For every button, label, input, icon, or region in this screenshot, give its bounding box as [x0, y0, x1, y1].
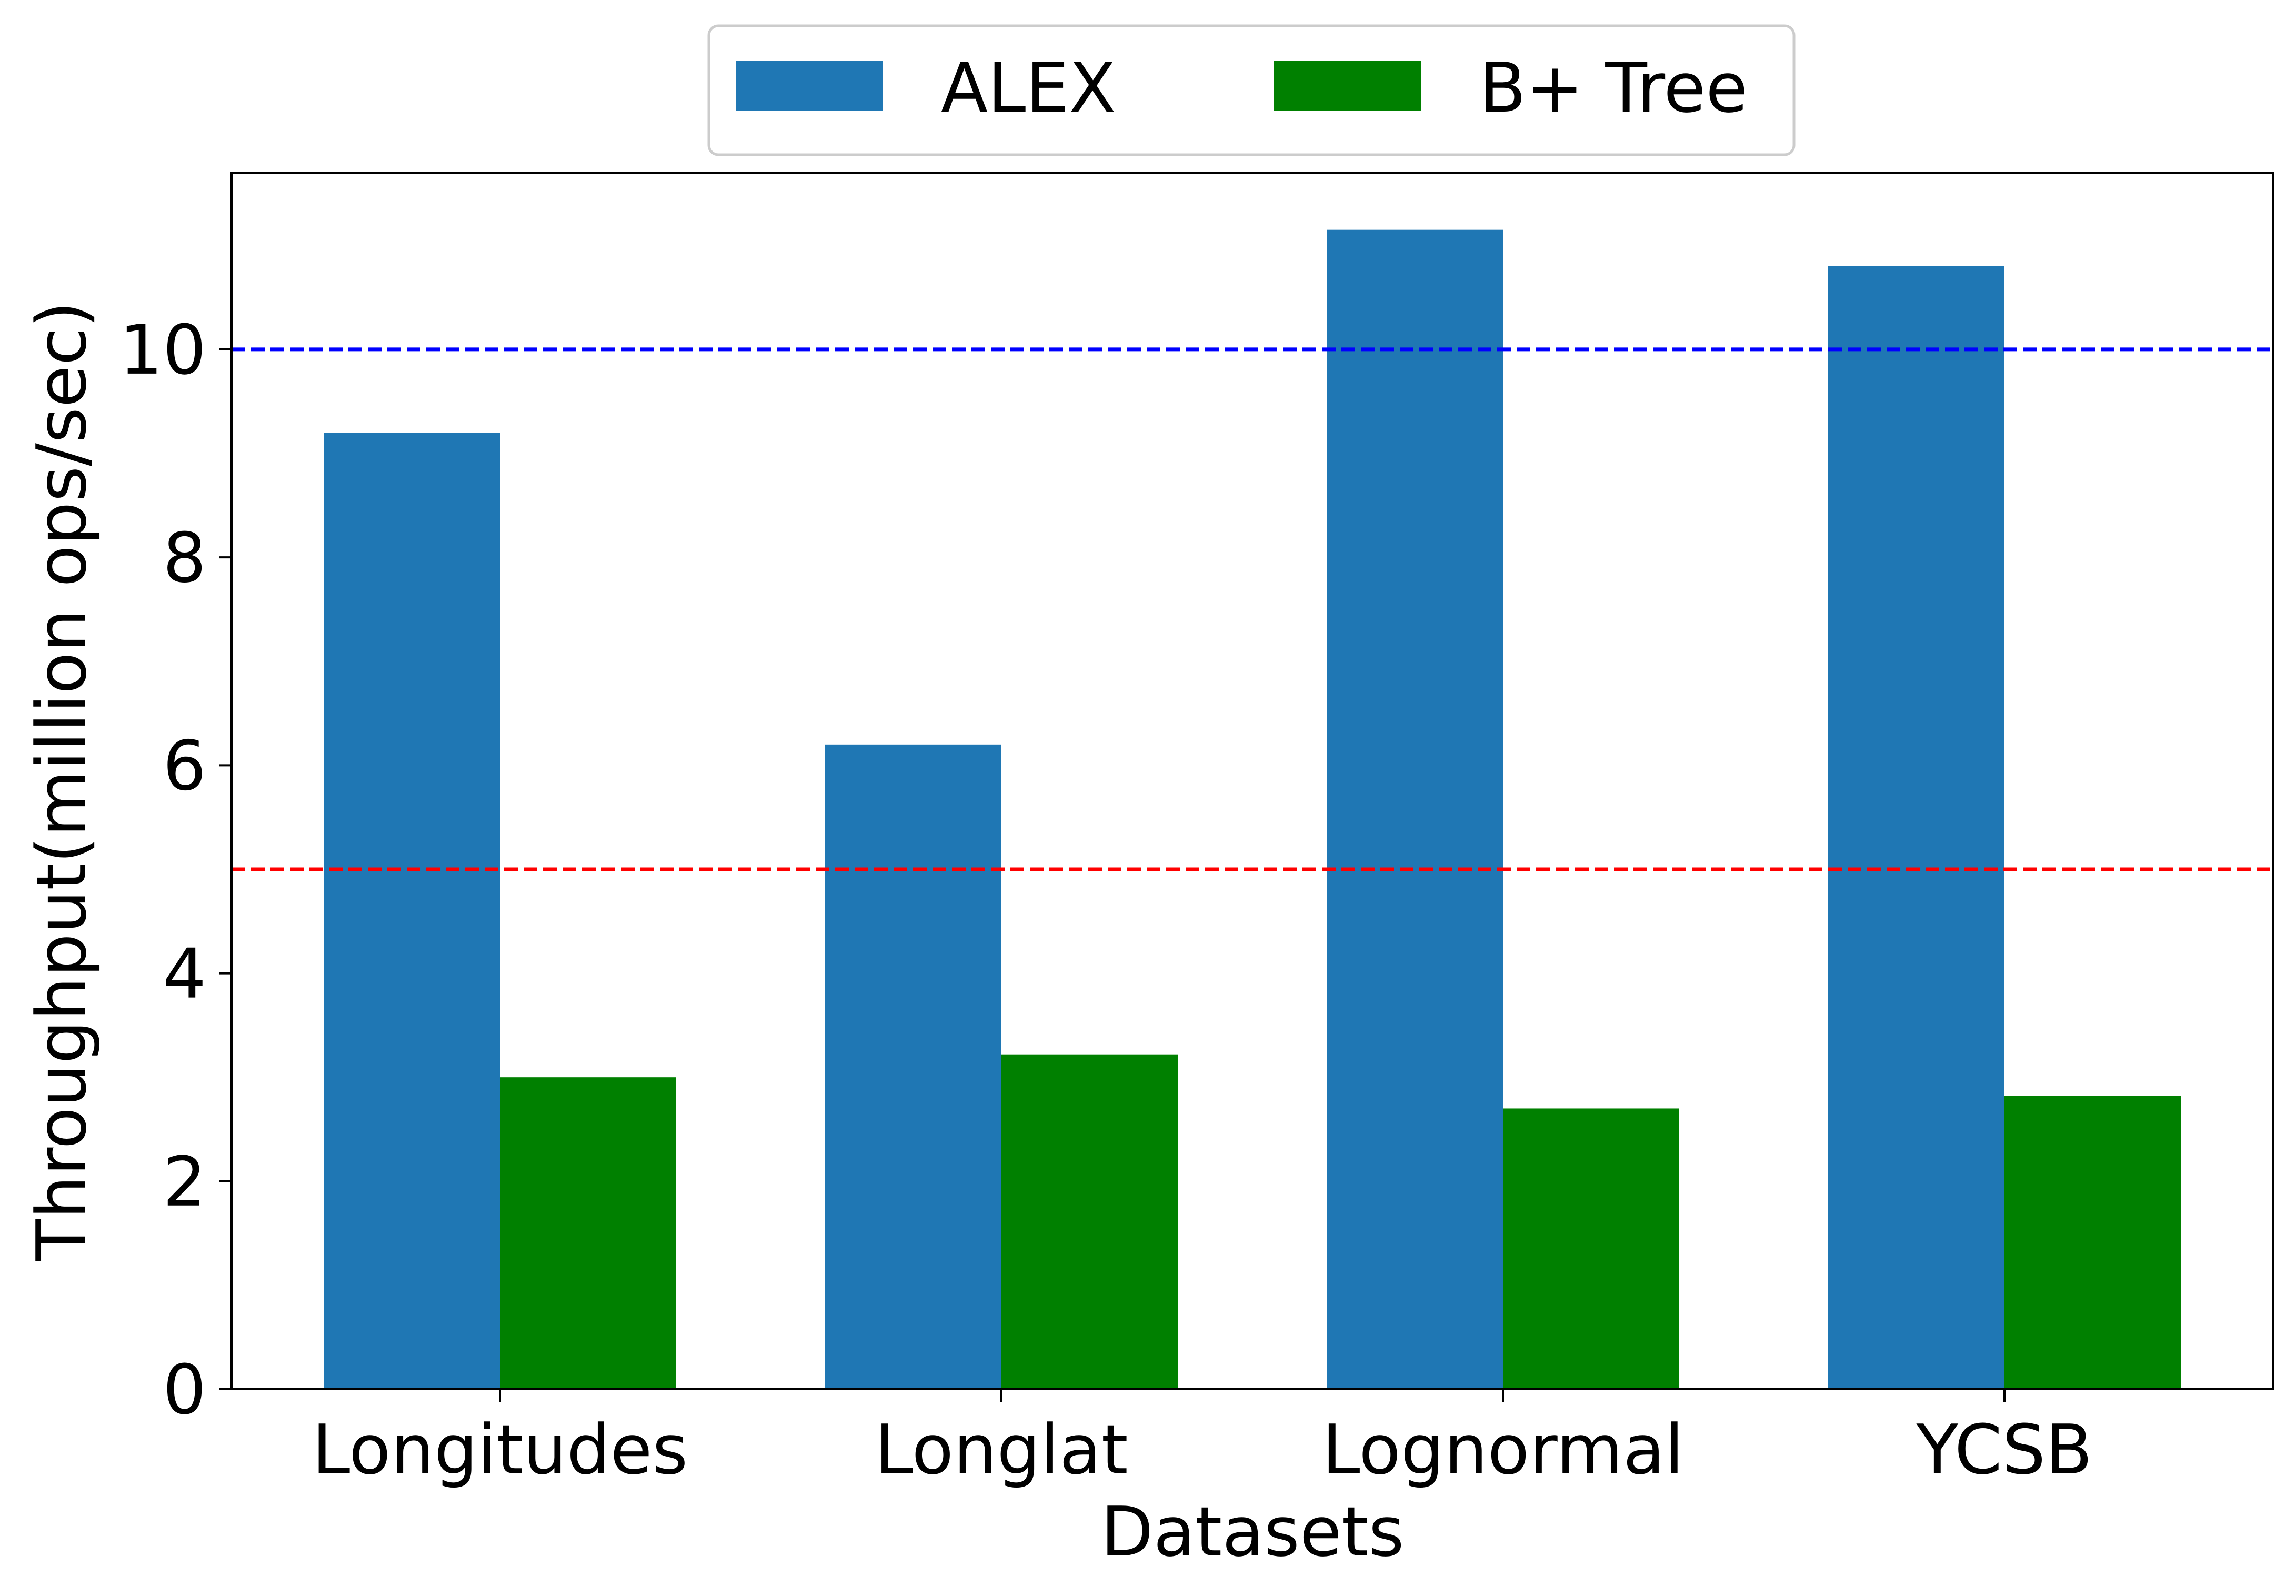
- y-tick-label: 2: [163, 1142, 206, 1222]
- y-tick-label: 10: [119, 310, 206, 390]
- plot-frame: [230, 172, 2274, 1390]
- x-tick-label: Lognormal: [1322, 1410, 1684, 1490]
- bar-alex-ycsb: [1828, 266, 2004, 1389]
- legend-label-bplus-tree: B+ Tree: [1479, 48, 1748, 128]
- y-axis: 0 2 4 6 8 10: [119, 310, 232, 1430]
- bar-alex-longlat: [825, 744, 1001, 1389]
- y-tick-label: 8: [163, 518, 206, 598]
- bar-alex-lognormal: [1327, 229, 1503, 1389]
- y-tick-label: 0: [163, 1350, 206, 1430]
- x-axis: Longitudes Longlat Lognormal YCSB: [312, 1389, 2093, 1490]
- legend-label-alex: ALEX: [941, 48, 1116, 128]
- bars-layer: [324, 229, 2181, 1389]
- x-axis-label: Datasets: [1101, 1492, 1405, 1572]
- legend-frame: [707, 24, 1796, 156]
- legend-swatch-bplus-tree: [1274, 61, 1421, 111]
- y-axis-label: Throughput(million ops/sec): [22, 301, 102, 1261]
- x-tick-label: Longlat: [875, 1410, 1128, 1490]
- bar-alex-longitudes: [324, 433, 500, 1389]
- x-tick-label: YCSB: [1916, 1410, 2093, 1490]
- legend: ALEX B+ Tree: [707, 24, 1796, 156]
- x-tick-label: Longitudes: [312, 1410, 688, 1490]
- bar-b-tree-longlat: [1001, 1054, 1178, 1389]
- bar-b-tree-longitudes: [500, 1077, 676, 1389]
- y-tick-label: 6: [163, 726, 206, 806]
- bar-b-tree-ycsb: [2004, 1096, 2181, 1389]
- reference-lines-layer: [232, 347, 2273, 871]
- bar-b-tree-lognormal: [1503, 1108, 1679, 1389]
- y-tick-label: 4: [163, 934, 206, 1014]
- legend-swatch-alex: [736, 61, 883, 111]
